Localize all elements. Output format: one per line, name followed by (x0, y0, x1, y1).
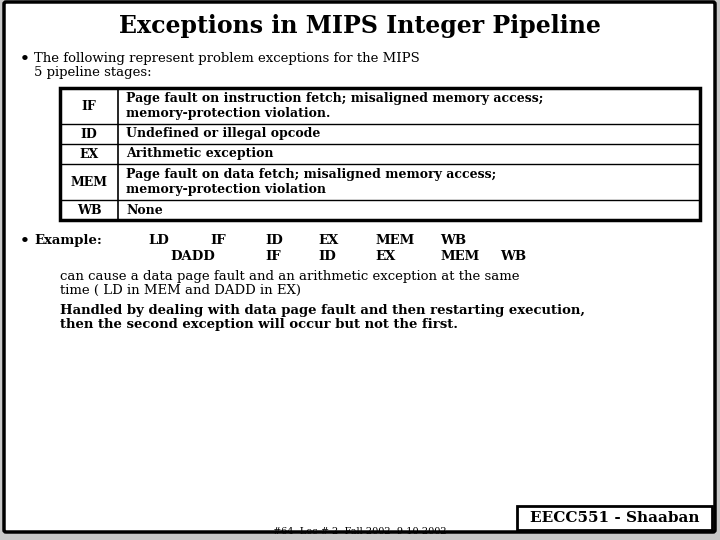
Text: Exceptions in MIPS Integer Pipeline: Exceptions in MIPS Integer Pipeline (119, 14, 601, 38)
Text: ID: ID (81, 127, 97, 140)
Text: WB: WB (440, 234, 466, 247)
Bar (517, 506, 712, 530)
Text: MEM: MEM (375, 234, 414, 247)
Text: EECC551 - Shaaban: EECC551 - Shaaban (530, 511, 699, 525)
Text: IF: IF (265, 250, 281, 263)
Text: DADD: DADD (170, 250, 215, 263)
Text: ID: ID (265, 234, 283, 247)
Bar (60, 88, 700, 220)
Text: can cause a data page fault and an arithmetic exception at the same: can cause a data page fault and an arith… (60, 270, 520, 283)
Text: •: • (20, 52, 30, 66)
Text: Arithmetic exception: Arithmetic exception (126, 147, 274, 160)
Text: IF: IF (210, 234, 225, 247)
Text: Page fault on instruction fetch; misaligned memory access;: Page fault on instruction fetch; misalig… (126, 92, 544, 105)
Text: LD: LD (148, 234, 168, 247)
Text: MEM: MEM (71, 176, 107, 188)
Text: memory-protection violation: memory-protection violation (126, 184, 326, 197)
Text: The following represent problem exceptions for the MIPS: The following represent problem exceptio… (34, 52, 420, 65)
Text: None: None (126, 204, 163, 217)
Text: IF: IF (81, 99, 96, 112)
Text: 5 pipeline stages:: 5 pipeline stages: (34, 66, 152, 79)
Text: EX: EX (79, 147, 99, 160)
Text: MEM: MEM (440, 250, 480, 263)
Text: Handled by dealing with data page fault and then restarting execution,: Handled by dealing with data page fault … (60, 304, 585, 317)
Text: WB: WB (500, 250, 526, 263)
Text: time ( LD in MEM and DADD in EX): time ( LD in MEM and DADD in EX) (60, 284, 301, 297)
Text: EX: EX (318, 234, 338, 247)
FancyBboxPatch shape (4, 2, 715, 532)
Text: Undefined or illegal opcode: Undefined or illegal opcode (126, 127, 320, 140)
Text: Page fault on data fetch; misaligned memory access;: Page fault on data fetch; misaligned mem… (126, 167, 496, 180)
Text: #64  Lec # 2  Fall 2002  9-10-2002: #64 Lec # 2 Fall 2002 9-10-2002 (273, 528, 447, 537)
Text: •: • (20, 234, 30, 248)
Text: memory-protection violation.: memory-protection violation. (126, 107, 330, 120)
Text: ID: ID (318, 250, 336, 263)
Text: EX: EX (375, 250, 395, 263)
Text: WB: WB (77, 204, 102, 217)
Text: then the second exception will occur but not the first.: then the second exception will occur but… (60, 318, 458, 331)
Text: Example:: Example: (34, 234, 102, 247)
